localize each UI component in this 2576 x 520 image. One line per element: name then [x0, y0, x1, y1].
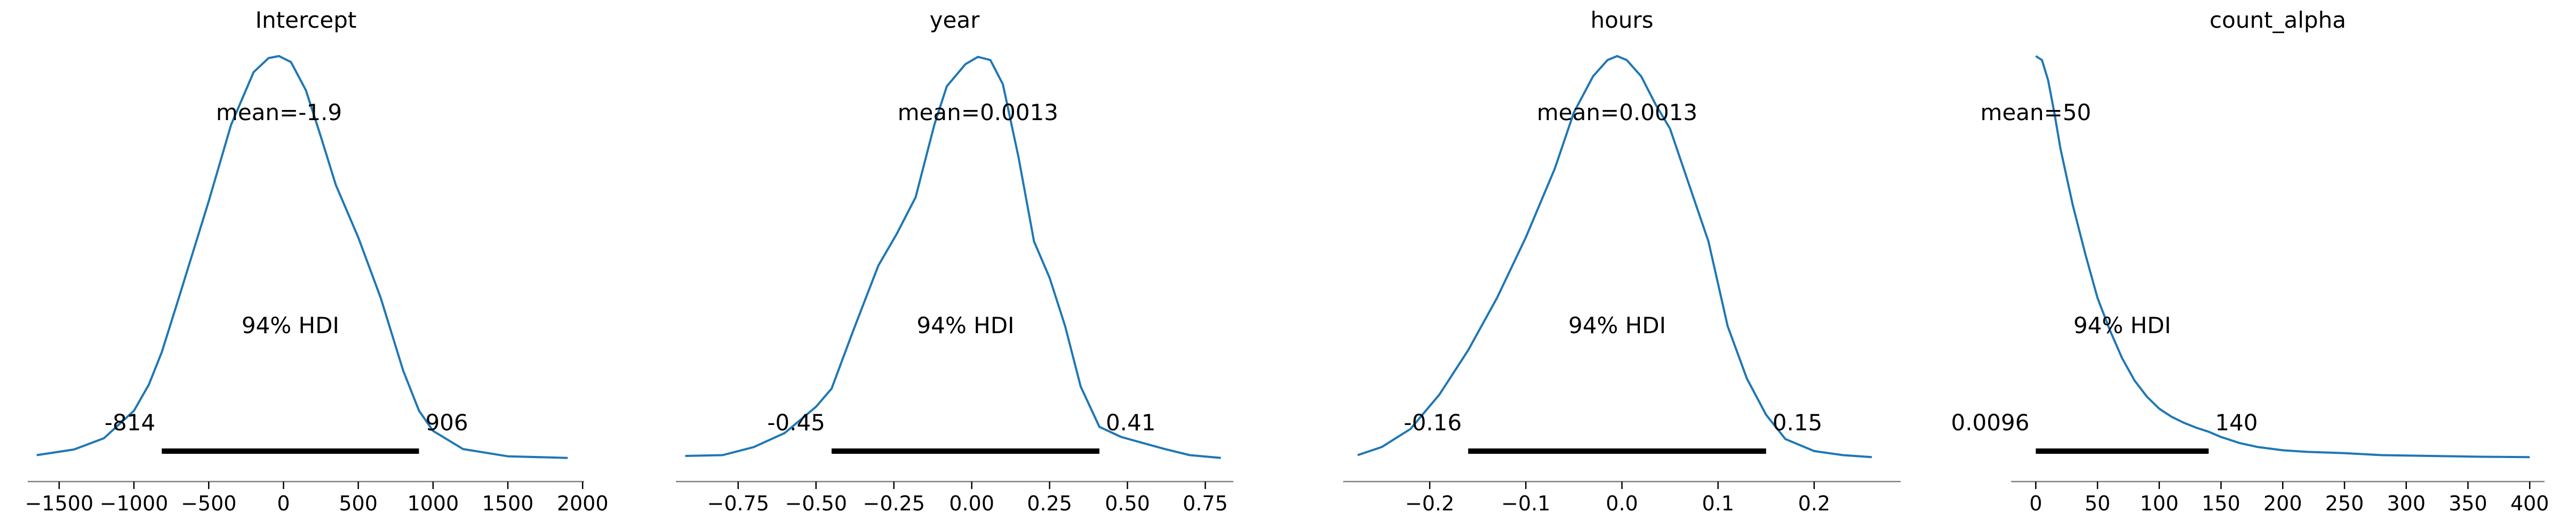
hdi-label: 94% HDI — [1568, 312, 1666, 338]
mean-label: mean=-1.9 — [216, 99, 342, 125]
x-tick-label: 0 — [277, 492, 290, 515]
kde-line — [685, 56, 1221, 459]
x-tick-label: 0.50 — [1105, 492, 1150, 515]
hdi-label: 94% HDI — [242, 312, 339, 338]
x-tick-label: 200 — [2263, 492, 2302, 515]
hdi-lower-label: -0.16 — [1404, 409, 1462, 436]
x-tick-label: −0.25 — [863, 492, 924, 515]
panel-year: year mean=0.0013 94% HDI -0.45 0.41 −0.75 −0.5… — [676, 7, 1233, 515]
x-tick-label: −0.50 — [785, 492, 847, 515]
x-tick-label: 0.2 — [1798, 492, 1830, 515]
hdi-label: 94% HDI — [916, 312, 1014, 338]
x-tick-label: 100 — [2140, 492, 2179, 515]
hdi-upper-label: 0.15 — [1773, 409, 1823, 436]
x-tick-label: 400 — [2510, 492, 2549, 515]
x-tick-label: 300 — [2387, 492, 2426, 515]
panel-count-alpha: count_alpha mean=50 94% HDI 0.0096 140 0 50 100… — [1951, 7, 2549, 515]
x-tick-label: −0.75 — [707, 492, 769, 515]
panel-title: Intercept — [256, 7, 357, 33]
kde-line — [1357, 55, 1872, 459]
panel-Intercept: Intercept mean=-1.9 94% HDI -814 906 −1500 −10… — [25, 7, 609, 515]
mean-label: mean=0.0013 — [898, 99, 1058, 125]
mean-label: mean=50 — [1980, 99, 2091, 125]
hdi-upper-label: 140 — [2215, 409, 2258, 436]
hdi-lower-label: 0.0096 — [1951, 409, 2029, 436]
x-tick-label: 0.00 — [949, 492, 994, 515]
x-tick-label: 0.1 — [1702, 492, 1734, 515]
x-tick-label: −1500 — [25, 492, 94, 515]
x-tick-label: 0 — [2029, 492, 2042, 515]
hdi-label: 94% HDI — [2073, 312, 2171, 338]
x-tick-label: 500 — [339, 492, 378, 515]
hdi-upper-label: 0.41 — [1106, 409, 1156, 436]
x-tick-label: 1000 — [407, 492, 459, 515]
hdi-lower-label: -814 — [105, 409, 155, 436]
panel-title: count_alpha — [2210, 7, 2346, 33]
x-tick-label: 1500 — [482, 492, 534, 515]
panel-hours: hours mean=0.0013 94% HDI -0.16 0.15 −0.2 −0.1… — [1343, 7, 1901, 515]
hdi-lower-label: -0.45 — [767, 409, 825, 436]
x-tick-label: 0.75 — [1183, 492, 1228, 515]
x-tick-label: −0.2 — [1405, 492, 1454, 515]
hdi-upper-label: 906 — [425, 409, 468, 436]
kde-line — [2035, 55, 2530, 459]
x-tick-label: 150 — [2202, 492, 2240, 515]
x-tick-label: −500 — [181, 492, 236, 515]
x-tick-label: −1000 — [100, 492, 169, 515]
x-tick-label: 0.25 — [1027, 492, 1072, 515]
x-tick-label: 0.0 — [1606, 492, 1638, 515]
x-tick-label: 350 — [2449, 492, 2487, 515]
mean-label: mean=0.0013 — [1537, 99, 1697, 125]
x-tick-label: 250 — [2325, 492, 2364, 515]
x-tick-label: 50 — [2085, 492, 2110, 515]
panel-title: year — [930, 7, 980, 33]
panel-title: hours — [1590, 7, 1653, 33]
kde-line — [36, 55, 568, 459]
x-tick-label: −0.1 — [1501, 492, 1550, 515]
x-tick-label: 2000 — [557, 492, 609, 515]
